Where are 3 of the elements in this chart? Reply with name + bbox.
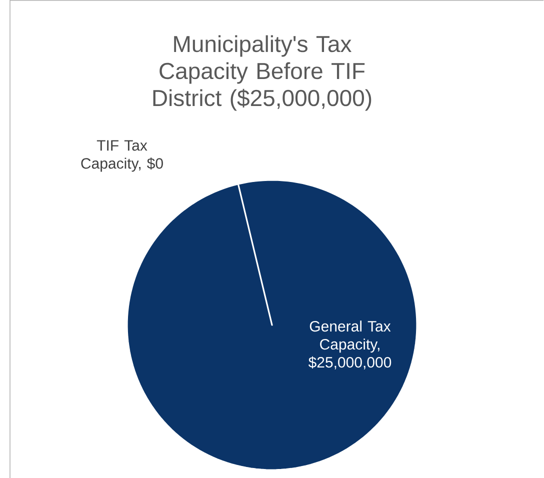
chart-title: Municipality's Tax Capacity Before TIF District ($25,000,000) bbox=[153, 35, 372, 111]
slice-label: General Tax Capacity, $25,000,000 bbox=[308, 320, 392, 370]
category-label: TIF Tax Capacity, $0 bbox=[81, 140, 163, 172]
